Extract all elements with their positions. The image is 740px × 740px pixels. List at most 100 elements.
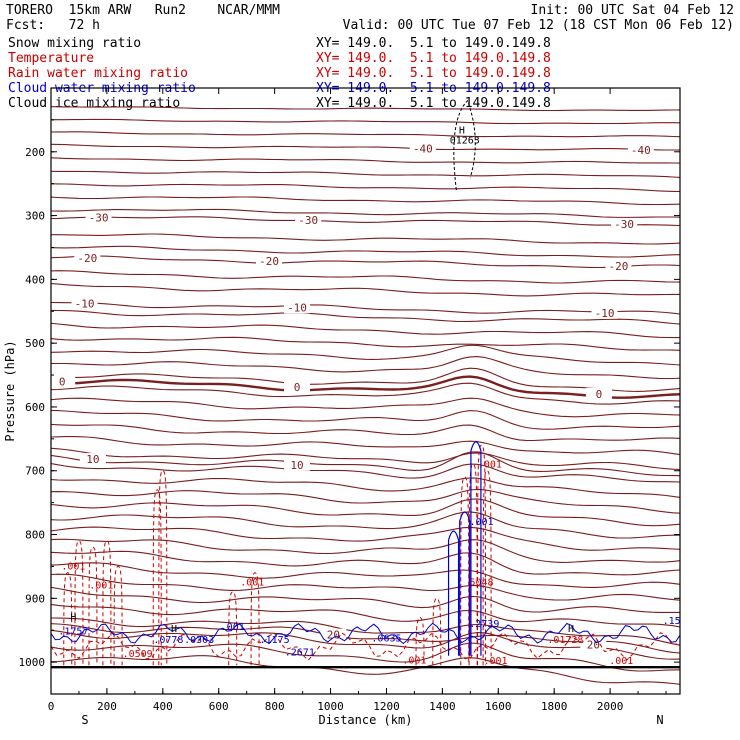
isotherm-label: -30 <box>89 211 109 224</box>
isotherm-line <box>50 463 681 483</box>
isotherm-line <box>50 131 681 138</box>
isotherm-line <box>50 375 681 399</box>
isotherm-line <box>50 655 681 685</box>
isotherm-label-bg <box>295 214 322 227</box>
x-tick-label: 0 <box>48 700 55 713</box>
rain-label: .001 <box>402 655 426 666</box>
isotherm-line <box>50 526 681 551</box>
rain-label: .001 <box>478 460 502 471</box>
isotherm-label: -40 <box>413 142 433 155</box>
isotherm-line <box>50 488 681 514</box>
y-tick-label: 400 <box>25 273 45 286</box>
rain-contour <box>74 540 84 666</box>
isotherm-line <box>50 208 681 218</box>
snow-annotation: 01263 <box>450 135 480 146</box>
rain-contour <box>88 546 98 666</box>
isotherm-line <box>50 447 681 471</box>
isotherm-label-bg <box>49 375 76 388</box>
high-marker: H <box>70 613 76 624</box>
isotherm-label: -10 <box>595 307 615 320</box>
x-tick-label: 400 <box>153 700 173 713</box>
isotherm-label: 0 <box>59 376 66 389</box>
high-marker: H <box>459 125 465 136</box>
rain-contour <box>460 476 470 666</box>
legend-range-cloud-ice: XY= 149.0. 5.1 to 149.0.149.8 <box>316 96 551 111</box>
isotherm-line <box>51 118 681 125</box>
rain-label: .001 <box>240 578 264 589</box>
isotherm-line <box>50 538 681 563</box>
isotherm-line <box>50 157 681 164</box>
isotherm-label: -30 <box>614 218 634 231</box>
rain-contour <box>477 444 487 666</box>
rain-contour <box>158 470 168 666</box>
x-tick-label: 1400 <box>429 700 456 713</box>
isotherm-label: 20 <box>587 639 600 652</box>
x-end-label-south: S <box>81 713 88 727</box>
isotherm-line <box>50 143 681 151</box>
plot-frame <box>50 87 681 695</box>
cloud-water-label: .2739 <box>469 619 499 630</box>
isotherm-line <box>50 216 681 227</box>
cloud-water-label: .0635 <box>371 634 401 645</box>
x-tick-label: 800 <box>265 700 285 713</box>
isotherm-line <box>50 270 681 284</box>
isotherm-label-bg <box>591 306 618 319</box>
isotherm-label: 10 <box>86 453 99 466</box>
valid-time: Valid: 00 UTC Tue 07 Feb 12 (18 CST Mon … <box>342 18 734 33</box>
cloud-water-label: .001 <box>221 622 245 633</box>
axes: 0 200 400 600 800 1000 1200 1400 1600 1800 2000200… <box>3 88 680 727</box>
legend-range-snow: XY= 149.0. 5.1 to 149.0.149.8 <box>316 36 551 51</box>
isotherm-label: -20 <box>259 255 279 268</box>
cloud-water-label: .2671 <box>285 648 315 659</box>
isotherm-line <box>50 573 681 601</box>
isotherm-label: -30 <box>298 214 318 227</box>
isotherm-line <box>50 498 681 527</box>
isotherm-line <box>50 511 680 539</box>
isotherm-line <box>50 367 681 392</box>
isotherm-line <box>50 623 681 654</box>
isotherm-label-bg <box>409 142 436 155</box>
rain-contours: .001.001.001.0015048.001.001.001.0509.01… <box>50 444 678 667</box>
cloud-water-tower <box>447 530 460 656</box>
rain-contour <box>113 565 123 666</box>
isotherm-line <box>50 170 681 178</box>
ice-contour <box>453 99 476 191</box>
y-tick-label: 800 <box>25 529 45 542</box>
legend-range-rain: XY= 149.0. 5.1 to 149.0.149.8 <box>316 66 551 81</box>
x-tick-label: 2000 <box>597 700 624 713</box>
isotherm-line <box>50 603 681 628</box>
isotherm-label-bg <box>611 217 638 230</box>
rain-label: .01728 <box>547 635 583 646</box>
high-marker: H <box>171 624 177 635</box>
x-end-label-north: N <box>656 713 663 727</box>
rain-label: .0509 <box>123 649 153 660</box>
chart-title: TORERO 15km ARW Run2 NCAR/MMM <box>6 3 280 18</box>
isotherm-label-bg <box>256 254 283 267</box>
isotherm-label-bg <box>284 301 311 314</box>
init-time: Init: 00 UTC Sat 04 Feb 12 <box>530 3 735 18</box>
x-tick-label: 1000 <box>317 700 344 713</box>
isotherm-line <box>50 301 681 315</box>
isotherm-line <box>50 562 681 588</box>
legend-entry-snow: Snow mixing ratio <box>8 36 142 51</box>
rain-contour <box>63 572 73 666</box>
isotherm-line <box>50 451 681 477</box>
x-tick-label: 200 <box>97 700 117 713</box>
cloud-water-label: .1757 <box>58 627 88 638</box>
legend-entry-rain: Rain water mixing ratio <box>8 66 189 81</box>
isotherm-line <box>50 309 681 325</box>
rain-contour <box>250 572 260 666</box>
isotherm-label: -20 <box>77 252 97 265</box>
y-axis-label: Pressure (hPa) <box>3 340 17 441</box>
isotherm-line <box>50 382 681 405</box>
x-tick-label: 600 <box>209 700 229 713</box>
isotherm-label-bg <box>627 143 654 156</box>
isotherm-line <box>50 477 681 498</box>
cloud-water-label: .1175 <box>260 635 290 646</box>
rain-label: .001 <box>483 656 507 667</box>
isotherm-label-bg <box>79 453 106 466</box>
isotherm-label-bg <box>284 458 311 471</box>
isotherm-line <box>50 106 681 112</box>
isotherm-line <box>50 423 681 442</box>
